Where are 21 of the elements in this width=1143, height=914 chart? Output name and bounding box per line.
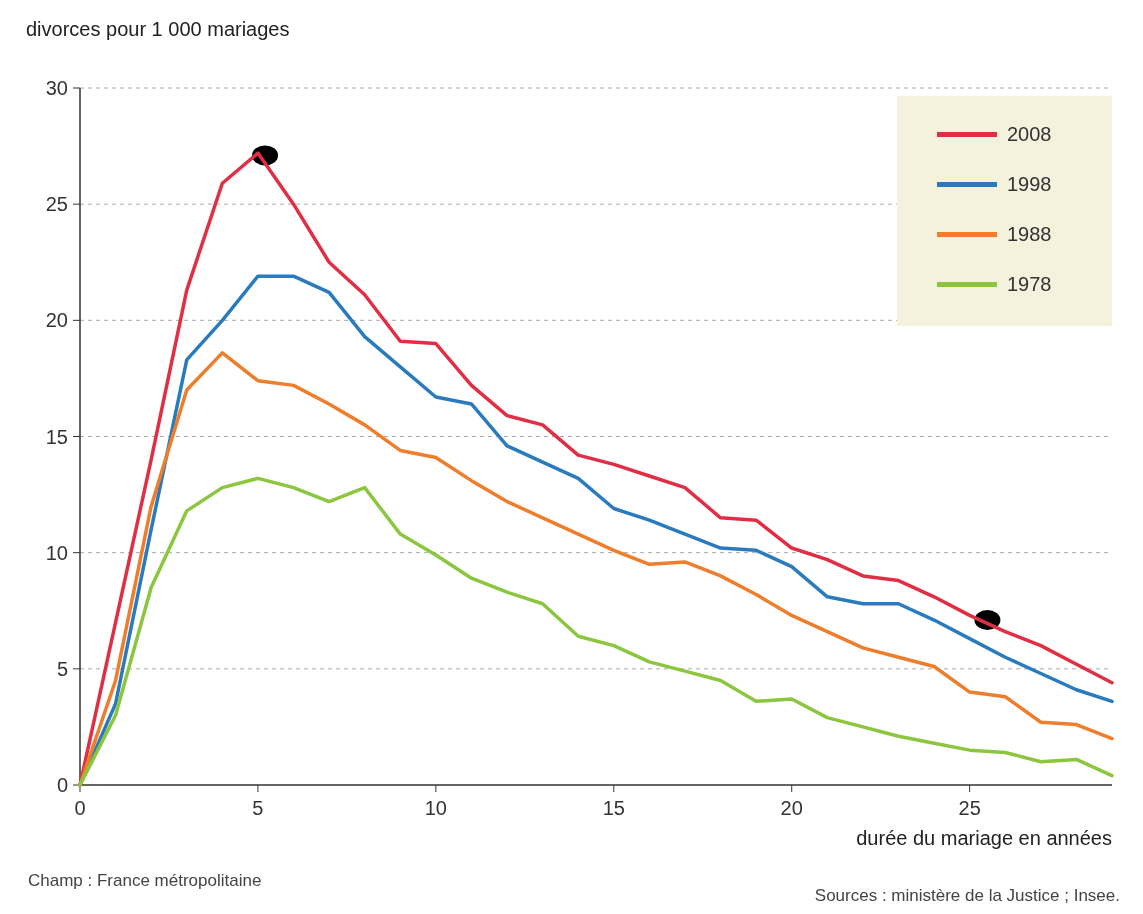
- x-tick-label: 5: [252, 797, 264, 819]
- x-tick-label: 25: [958, 797, 981, 819]
- source-note: Sources : ministère de la Justice ; Insee.: [814, 886, 1120, 905]
- y-tick-label: 25: [45, 193, 68, 216]
- y-tick-label: 10: [45, 541, 68, 564]
- y-tick-label: 0: [56, 774, 68, 796]
- y-tick-label: 20: [45, 309, 68, 332]
- x-tick-label: 15: [602, 797, 625, 819]
- text: Champ : France métropolitaine: [28, 871, 262, 890]
- x-tick-label: 0: [74, 797, 86, 819]
- y-tick-label: 15: [45, 425, 68, 448]
- y-axis-title: divorces pour 1 000 mariages: [26, 18, 290, 40]
- y-tick-label: 30: [45, 77, 68, 99]
- x-tick-label: 20: [780, 797, 803, 819]
- x-tick-label: 10: [424, 797, 447, 819]
- legend-label: 1988: [1007, 223, 1052, 245]
- legend-label: 1998: [1007, 173, 1052, 195]
- legend-label: 1978: [1007, 273, 1052, 295]
- y-tick-label: 5: [56, 657, 68, 680]
- x-axis-title: durée du mariage en années: [856, 827, 1112, 849]
- legend-label: 2008: [1007, 123, 1052, 145]
